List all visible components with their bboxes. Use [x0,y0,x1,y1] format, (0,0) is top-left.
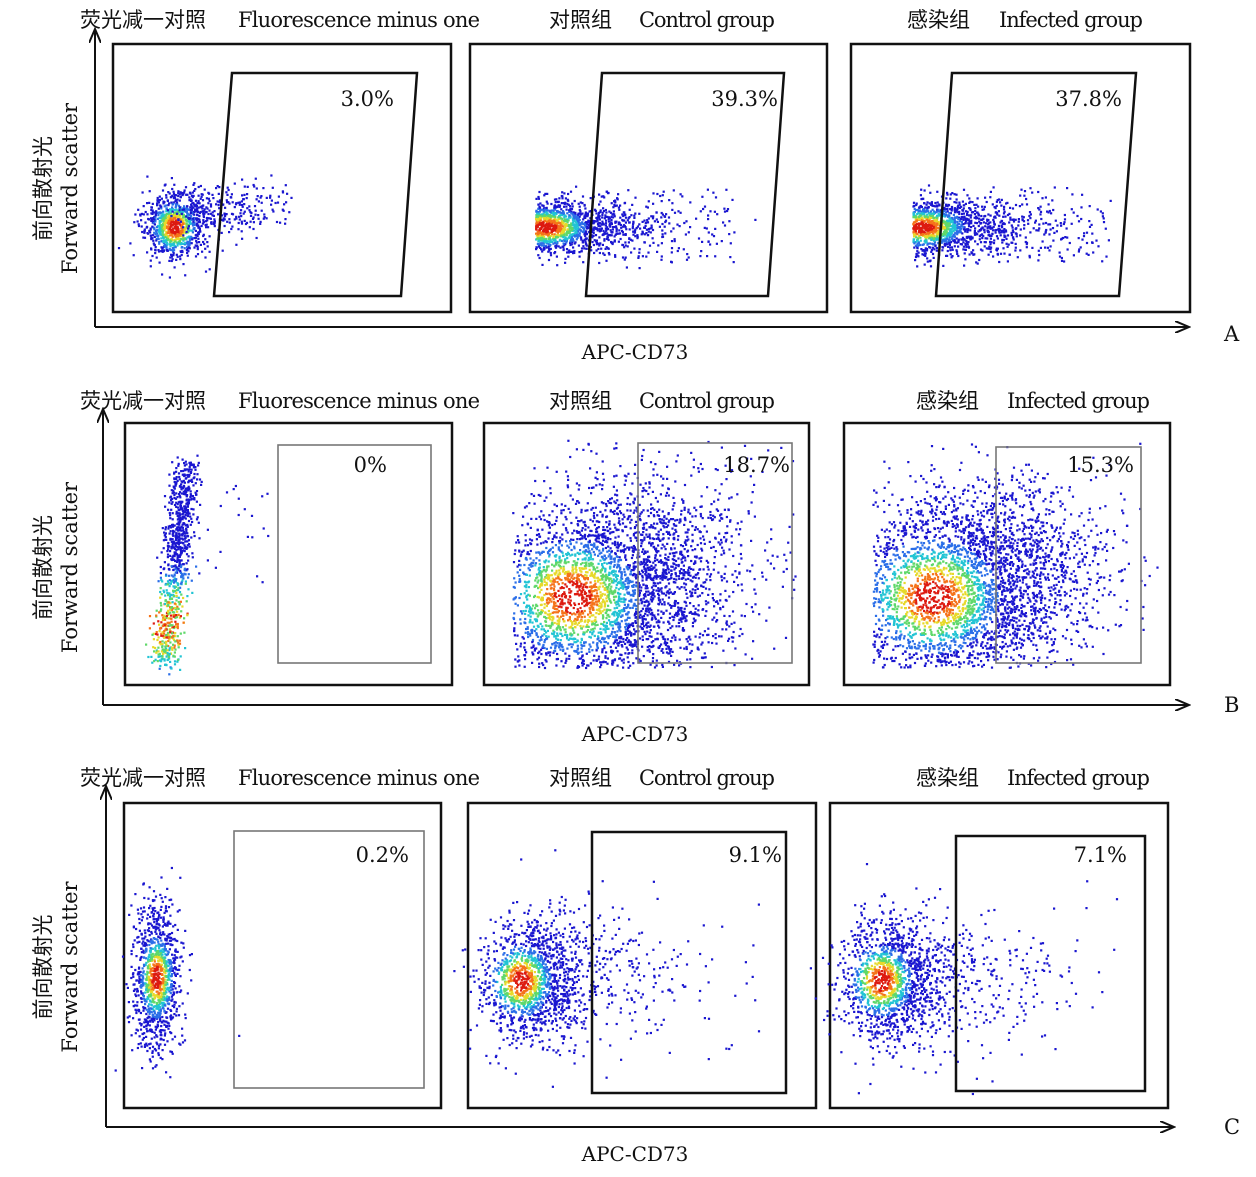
gate-rect [590,830,788,1095]
gate-polygon [934,71,1138,298]
scatter-panel: 37.8% [849,42,1192,314]
panel-title-cn: 感染组 [907,8,970,32]
panel-title-cn: 感染组 [916,389,979,413]
panel-frame [122,801,443,1110]
scatter-panel: 3.0% [111,42,453,314]
gate-percent-label: 18.7% [723,453,790,477]
scatter-points [512,439,797,670]
scatter-panel: 0.2% [114,801,443,1110]
scatter-panel: 39.3% [468,42,829,314]
panel-title-cn: 对照组 [549,8,612,32]
x-axis-label: APC-CD73 [581,722,689,746]
y-axis-label-cn: 前向散射光 [31,915,55,1020]
gate-polygon [584,71,786,298]
figure-row-a: APC-CD73 A 前向散射光 Forward scatter 荧光减一对照 Fluor… [31,8,1240,364]
panel-title-en: Control group [639,766,775,790]
panel-title-en: Fluorescence minus one [238,8,480,32]
scatter-panel: 9.1% [453,801,818,1110]
gate-percent-label: 9.1% [729,843,782,867]
panel-title-cn: 荧光减一对照 [80,766,206,790]
row-label: B [1224,693,1239,717]
panel-frame [111,42,453,314]
scatter-panel: 7.1% [809,801,1170,1110]
panel-title-en: Fluorescence minus one [238,389,480,413]
y-axis-label-en: Forward scatter [58,880,82,1052]
scatter-points [535,185,757,270]
gate-rect [277,444,432,664]
gate-percent-label: 0.2% [356,843,409,867]
row-label: C [1224,1115,1240,1139]
x-axis-label: APC-CD73 [581,340,689,364]
y-axis-label-cn: 前向散射光 [31,515,55,620]
panel-title-cn: 感染组 [916,766,979,790]
y-axis-label-en: Forward scatter [58,102,82,274]
panel-title-en: Control group [639,389,775,413]
panel-title-cn: 对照组 [549,766,612,790]
scatter-points [114,866,241,1079]
scatter-points [872,442,1159,669]
panel-title-cn: 对照组 [549,389,612,413]
panel-title-en: Control group [639,8,775,32]
panel-title-en: Fluorescence minus one [238,766,480,790]
gate-rect [995,446,1142,664]
y-axis-label-cn: 前向散射光 [31,136,55,241]
scatter-points [117,174,293,279]
panel-title-en: Infected group [1007,389,1150,413]
gate-percent-label: 0% [354,453,387,477]
gate-rect [233,830,425,1089]
scatter-points [453,849,761,1088]
x-axis-label: APC-CD73 [581,1142,689,1166]
gate-percent-label: 37.8% [1055,87,1122,111]
scatter-panel: 18.7% [482,421,811,687]
panel-frame [468,42,829,314]
panel-title-cn: 荧光减一对照 [80,389,206,413]
scatter-points [145,454,270,676]
gate-percent-label: 39.3% [711,87,778,111]
panel-frame [849,42,1192,314]
gate-percent-label: 3.0% [341,87,394,111]
panel-title-en: Infected group [1007,766,1150,790]
figure-row-b: APC-CD73 B 前向散射光 Forward scatter 荧光减一对照 Fluor… [31,389,1239,746]
panel-title-en: Infected group [999,8,1143,32]
figure-row-c: APC-CD73 C 前向散射光 Forward scatter 荧光减一对照 Fluor… [31,766,1240,1166]
scatter-panel: 0% [123,421,454,687]
gate-percent-label: 7.1% [1074,843,1127,867]
gate-rect [637,442,793,664]
gate-rect [954,834,1147,1093]
panel-title-cn: 荧光减一对照 [80,8,206,32]
scatter-panel: 15.3% [842,421,1172,687]
gate-percent-label: 15.3% [1067,453,1134,477]
gate-polygon [212,71,419,298]
y-axis-label-en: Forward scatter [58,481,82,653]
row-label: A [1223,322,1240,346]
scatter-points [912,184,1112,268]
